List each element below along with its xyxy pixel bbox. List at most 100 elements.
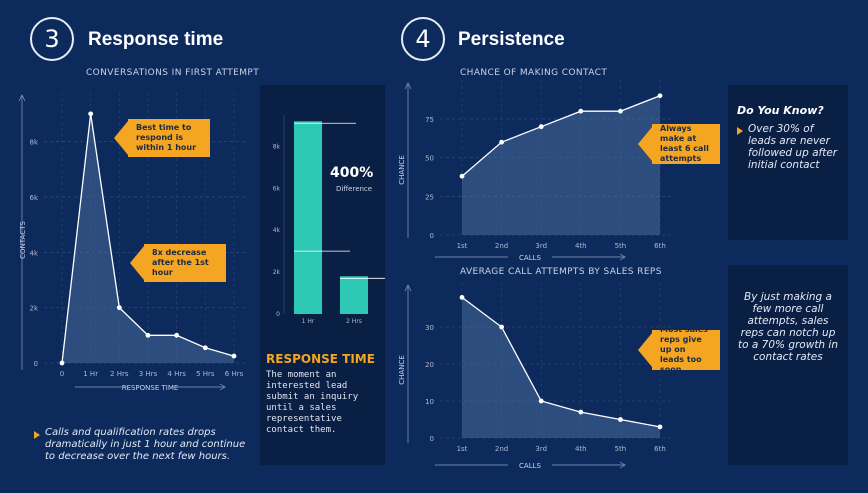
difference-label: Difference [336,185,373,193]
callout-six-attempts-text: Always make at least 6 call attempts [660,124,709,163]
bar-y-tick-label: 0 [276,311,280,318]
chart-response-bars: 0 2k 4k 6k 8k 1 Hr 2 Hrs [273,115,385,325]
x-tick-label: 1 Hr [83,370,98,378]
bar-y-tick-label: 8k [273,143,281,150]
data-point [618,417,623,422]
response-time-heading: RESPONSE TIME [266,352,375,366]
data-point [231,353,237,359]
note-bullet-icon [34,431,40,439]
x-tick-label: 6th [654,445,666,453]
x-tick-label: 3 Hrs [139,370,158,378]
x-axis-label: CALLS [519,462,541,470]
series-area [62,113,234,363]
x-tick-label: 5th [615,445,627,453]
chart-response-title: CONVERSATIONS IN FIRST ATTEMPT [86,68,260,78]
data-point [657,93,663,99]
y-axis-label: CONTACTS [19,221,27,259]
y-axis-label: CHANCE [398,155,406,185]
y-tick-label: 0 [34,360,38,368]
section-3-number: 3 [30,17,74,61]
x-tick-label: 2 Hrs [110,370,129,378]
x-tick-label: 2nd [495,445,508,453]
y-tick-label: 0 [430,435,434,443]
chart-contact-title: CHANCE OF MAKING CONTACT [460,68,608,78]
data-point [459,295,465,300]
callout-best-time-text: Best time to respond is within 1 hour [136,123,197,152]
x-tick-label: 4 Hrs [167,370,186,378]
y-tick-label: 30 [425,324,434,332]
x-tick-label: 4th [575,445,587,453]
bar [294,121,322,314]
difference-value: 400% [330,165,374,181]
data-point [499,139,504,145]
data-point [538,124,544,130]
growth-panel: By just making a few more call attempts,… [728,265,848,465]
series-area [462,95,660,235]
bar-x-tick-label: 2 Hrs [346,318,362,325]
callout-give-up: Most sales reps give up on leads too soo… [638,325,720,374]
do-you-know-title: Do You Know? [737,104,824,117]
x-tick-label: 3rd [535,242,547,250]
y-tick-label: 0 [430,232,434,240]
x-axis-arrow [219,383,226,391]
bar-y-tick-label: 6k [273,185,281,192]
data-point [59,360,65,366]
bar-y-tick-label: 2k [273,269,281,276]
data-point [578,108,584,114]
data-point [499,324,504,330]
y-axis-label: CHANCE [398,355,406,385]
y-tick-label: 75 [425,116,434,124]
chart-attempts: 0 10 20 30 1st 2nd 3rd 4th 5th 6th CHANCE CALLS [398,282,672,470]
x-tick-label: 1st [457,445,468,453]
y-tick-label: 4k [29,249,38,257]
data-point [116,305,122,311]
y-axis-arrow [404,82,412,90]
do-you-know-text: Over 30% of leads are never followed up … [748,123,838,171]
bar-x-tick-label: 1 Hr [302,318,315,325]
x-tick-label: 5th [615,242,627,250]
data-point [174,332,180,338]
section-4-number: 4 [401,17,445,61]
x-axis-label: RESPONSE TIME [122,384,179,392]
section-4-title: Persistence [458,29,565,50]
x-tick-label: 3rd [535,445,547,453]
response-time-panel: 0 2k 4k 6k 8k 1 Hr 2 Hrs 400% Difference RESPO… [260,85,385,465]
y-tick-label: 6k [29,194,38,202]
chart-conversations: 0 2k 4k 6k 8k 0 1 Hr 2 Hrs 3 Hrs 4 Hrs 5 Hrs 6 Hrs C… [18,92,246,392]
series-line [461,95,661,177]
data-point [538,398,544,404]
y-axis-arrow [404,284,412,292]
x-axis-arrow [619,253,626,261]
x-tick-label: 2nd [495,242,508,250]
do-you-know-panel: Do You Know? Over 30% of leads are never… [728,85,848,240]
y-tick-label: 8k [29,139,38,147]
y-axis-arrow [18,94,26,102]
data-point [657,424,663,430]
x-tick-label: 0 [60,370,64,378]
data-point [459,173,465,179]
chart-contact: 0 25 50 75 1st 2nd 3rd 4th 5th 6th CHANCE CALLS [398,80,672,262]
know-bullet-icon [737,127,743,135]
x-tick-label: 6th [654,242,666,250]
callout-six-attempts: Always make at least 6 call attempts [638,124,720,164]
bar [340,276,368,314]
data-point [88,111,94,117]
callout-give-up-text: Most sales reps give up on leads too soo… [660,325,708,374]
response-time-text: The moment an interested lead submit an … [266,370,359,435]
callout-best-time: Best time to respond is within 1 hour [114,119,210,157]
bar-y-tick-label: 4k [273,227,281,234]
y-tick-label: 10 [425,398,434,406]
data-point [618,108,623,114]
series-line [461,296,661,428]
y-tick-label: 2k [29,305,38,313]
data-point [578,409,584,415]
section-3-note: Calls and qualification rates drops dram… [45,427,246,462]
callout-8x-decrease: 8x decrease after the 1st hour [130,244,226,282]
x-axis-label: CALLS [519,254,541,262]
y-tick-label: 50 [425,155,434,163]
x-tick-label: 5 Hrs [196,370,215,378]
x-tick-label: 6 Hrs [225,370,244,378]
y-tick-label: 20 [425,361,434,369]
x-tick-label: 1st [457,242,468,250]
series-area [462,297,660,438]
